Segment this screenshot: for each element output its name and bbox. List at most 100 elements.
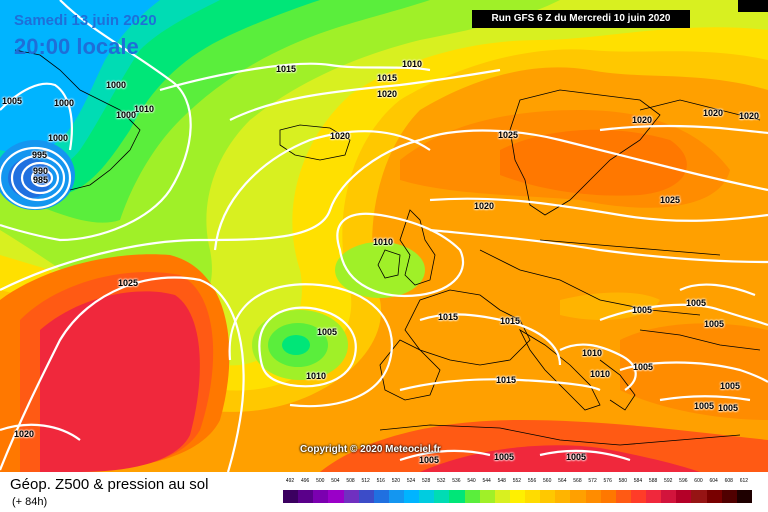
scale-label: 524: [406, 478, 416, 484]
isobar-label: 1020: [14, 429, 35, 439]
scale-swatch: [434, 490, 450, 503]
scale-swatch: [388, 490, 404, 503]
scale-label: 600: [694, 478, 703, 484]
isobar-label: 1005: [633, 362, 654, 372]
isobar-label: 1005: [694, 401, 715, 411]
scale-label: 536: [452, 478, 461, 484]
isobar-label: 1005: [720, 381, 741, 391]
scale-swatch: [373, 490, 389, 503]
scale-label: 528: [421, 478, 431, 484]
scale-bar: [283, 490, 752, 503]
scale-label: 508: [346, 478, 355, 484]
isobar-label: 1005: [686, 298, 707, 308]
scale-label: 548: [497, 478, 506, 484]
isobar-label: 1005: [566, 452, 587, 462]
scale-swatch: [283, 490, 299, 503]
copyright: Copyright © 2020 Meteociel.fr: [300, 444, 441, 455]
scale-swatch: [509, 490, 525, 503]
isobar-label: 1005: [632, 305, 653, 315]
scale-swatch: [630, 490, 646, 503]
isobar-label: 1010: [373, 237, 394, 247]
isobar-label: 1025: [118, 278, 139, 288]
isobar-label: 990: [33, 166, 49, 176]
legend-footer: Géop. Z500 & pression au sol (+ 84h) 492…: [0, 472, 768, 512]
isobar-label: 1015: [496, 375, 517, 385]
isobar-label: 1005: [2, 96, 23, 106]
isobar-label: 995: [32, 150, 48, 160]
scale-label: 604: [709, 478, 718, 484]
scale-swatch: [313, 490, 329, 503]
isobars: [0, 0, 768, 472]
isobar-label: 1010: [306, 371, 327, 381]
scale-swatch: [676, 490, 692, 503]
scale-swatch: [691, 490, 707, 503]
isobar-label: 1025: [660, 195, 681, 205]
scale-label: 520: [391, 478, 401, 484]
scale-label: 608: [724, 478, 733, 484]
isobar-label: 1015: [276, 64, 297, 74]
scale-swatch: [328, 490, 344, 503]
map-svg: [0, 0, 768, 472]
scale-label: 500: [316, 478, 325, 484]
scale-swatch: [600, 490, 616, 503]
scale-swatch: [479, 490, 495, 503]
scale-swatch: [646, 490, 662, 503]
local-time: 20:00 locale: [14, 34, 139, 59]
isobar-label: 1010: [582, 348, 603, 358]
scale-label: 592: [664, 478, 673, 484]
scale-label: 588: [648, 478, 658, 484]
scale-label: 576: [603, 478, 612, 484]
scale-label: 532: [437, 478, 446, 484]
scale-label: 496: [300, 478, 310, 484]
corner-block: [738, 0, 768, 12]
isobar-label: 1020: [632, 115, 653, 125]
isobar-label: 1020: [739, 111, 760, 121]
scale-swatch: [615, 490, 631, 503]
forecast-date: Samedi 13 juin 2020: [14, 12, 157, 29]
isobar-label: 985: [33, 175, 49, 185]
isobar-label: 1020: [703, 108, 724, 118]
scale-label: 540: [467, 478, 476, 484]
map-title: Géop. Z500 & pression au sol: [10, 476, 209, 493]
scale-label: 552: [512, 478, 522, 484]
scale-label: 512: [361, 478, 370, 484]
isobar-label: 1020: [474, 201, 495, 211]
scale-label: 596: [679, 478, 688, 484]
isobar-label: 1000: [106, 80, 127, 90]
isobar-label: 1005: [317, 327, 338, 337]
isobar-label: 1020: [377, 89, 398, 99]
scale-swatch: [736, 490, 752, 503]
scale-label: 564: [558, 478, 567, 484]
scale-swatch: [464, 490, 480, 503]
scale-swatch: [404, 490, 420, 503]
scale-swatch: [721, 490, 737, 503]
scale-swatch: [585, 490, 601, 503]
scale-label: 560: [543, 478, 552, 484]
scale-label: 612: [739, 478, 749, 484]
scale-label: 492: [285, 478, 295, 484]
isobar-label: 1000: [54, 98, 75, 108]
scale-label: 544: [482, 478, 491, 484]
scale-swatch: [540, 490, 556, 503]
coastlines: [14, 49, 761, 446]
scale-label: 504: [331, 478, 340, 484]
scale-label: 556: [527, 478, 537, 484]
scale-swatch: [343, 490, 359, 503]
scale-swatch: [449, 490, 465, 503]
scale-swatch: [570, 490, 586, 503]
scale-swatch: [706, 490, 722, 503]
scale-label: 568: [573, 478, 582, 484]
scale-label: 584: [633, 478, 643, 484]
isobar-label: 1000: [48, 133, 69, 143]
scale-swatch: [494, 490, 510, 503]
scale-label: 580: [618, 478, 627, 484]
isobar-label: 1010: [402, 59, 423, 69]
isobar-label: 1025: [498, 130, 519, 140]
isobar-label: 1005: [704, 319, 725, 329]
isobar-label: 1015: [377, 73, 398, 83]
isobar-label: 1010: [590, 369, 611, 379]
scale-swatch: [419, 490, 435, 503]
scale-swatch: [298, 490, 314, 503]
isobar-label: 1010: [134, 104, 155, 114]
weather-map: Samedi 13 juin 2020 20:00 locale Run GFS…: [0, 0, 768, 472]
